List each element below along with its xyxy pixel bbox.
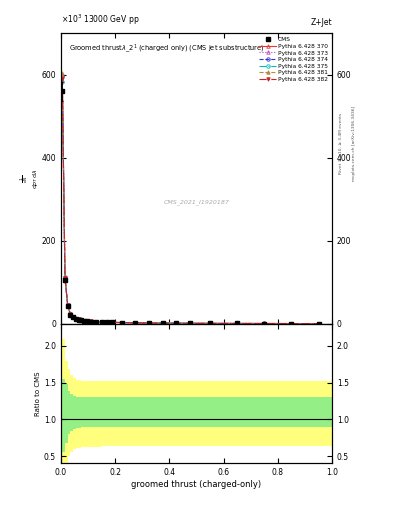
- Y-axis label: Ratio to CMS: Ratio to CMS: [35, 371, 41, 416]
- Text: mcplots.cern.ch [arXiv:1306.3436]: mcplots.cern.ch [arXiv:1306.3436]: [352, 106, 356, 181]
- Legend: CMS, Pythia 6.428 370, Pythia 6.428 373, Pythia 6.428 374, Pythia 6.428 375, Pyt: CMS, Pythia 6.428 370, Pythia 6.428 373,…: [258, 36, 329, 83]
- Y-axis label: $\frac{1}{\mathrm{d}N}$
$\mathrm{d}p_T\,\mathrm{d}\lambda$: $\frac{1}{\mathrm{d}N}$ $\mathrm{d}p_T\,…: [18, 168, 40, 189]
- X-axis label: groomed thrust (charged-only): groomed thrust (charged-only): [131, 480, 262, 489]
- Text: Rivet 3.1.10, ≥ 3.4M events: Rivet 3.1.10, ≥ 3.4M events: [339, 113, 343, 174]
- Text: CMS_2021_I1920187: CMS_2021_I1920187: [163, 199, 230, 205]
- Text: $\times10^3$ 13000 GeV pp: $\times10^3$ 13000 GeV pp: [61, 12, 140, 27]
- Text: Z+Jet: Z+Jet: [310, 17, 332, 27]
- Text: Groomed thrust$\lambda\_2^1$ (charged only) (CMS jet substructure): Groomed thrust$\lambda\_2^1$ (charged on…: [69, 42, 265, 55]
